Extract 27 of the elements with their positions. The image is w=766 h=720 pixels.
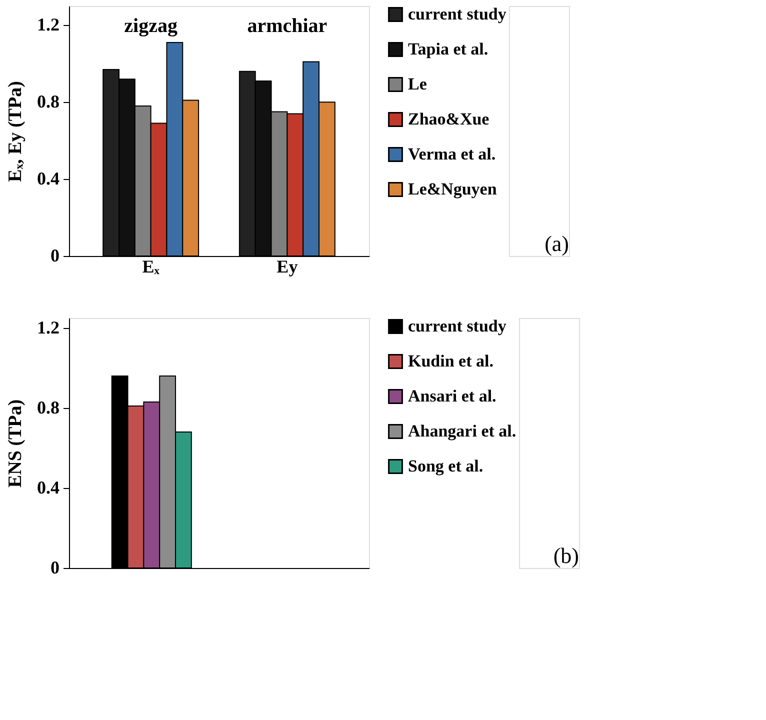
y-tick-label: 0.8 bbox=[37, 398, 60, 418]
y-tick-label: 1.2 bbox=[37, 318, 60, 338]
legend-label: Verma et al. bbox=[408, 144, 496, 164]
y-tick-label: 0.8 bbox=[37, 92, 60, 112]
annotation: zigzag bbox=[124, 15, 178, 37]
y-axis-title: Eₓ, Ey (TPa) bbox=[5, 81, 26, 182]
legend-label: Le&Nguyen bbox=[408, 180, 498, 198]
annotation: armchiar bbox=[247, 15, 328, 37]
legend-label: Song et al. bbox=[408, 456, 484, 476]
legend-label: Zhao&Xue bbox=[408, 110, 490, 128]
legend-label: Kudin et al. bbox=[408, 352, 494, 370]
y-axis-title: ENS (TPa) bbox=[5, 399, 26, 488]
x-tick-label: Eₓ bbox=[142, 256, 160, 276]
legend-label: Ahangari et al. bbox=[408, 422, 516, 440]
y-tick-label: 0.4 bbox=[37, 478, 60, 498]
legend-label: current study bbox=[408, 316, 507, 336]
y-tick-label: 1.2 bbox=[37, 14, 60, 35]
y-tick-label: 0 bbox=[50, 558, 60, 578]
legend-label: Le bbox=[408, 74, 428, 94]
y-tick-label: 0 bbox=[50, 246, 60, 266]
x-tick-label: Ey bbox=[276, 256, 298, 276]
y-tick-label: 0.4 bbox=[37, 168, 60, 189]
legend-label: current study bbox=[408, 4, 507, 24]
text: (b) bbox=[553, 543, 579, 568]
legend-label: Ansari et al. bbox=[408, 386, 496, 406]
text: (a) bbox=[544, 231, 569, 256]
legend-label: Tapia et al. bbox=[408, 40, 488, 58]
